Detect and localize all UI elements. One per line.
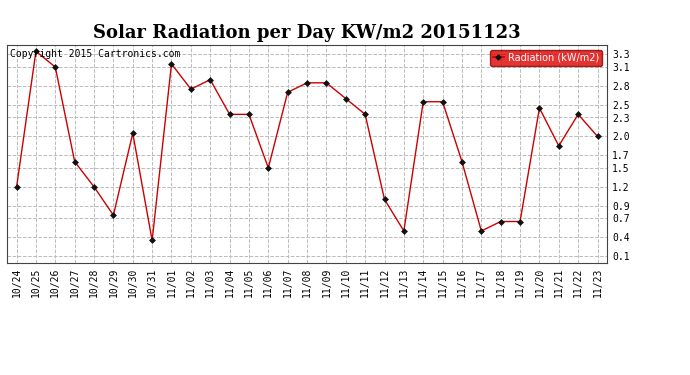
Text: Copyright 2015 Cartronics.com: Copyright 2015 Cartronics.com (10, 50, 180, 59)
Title: Solar Radiation per Day KW/m2 20151123: Solar Radiation per Day KW/m2 20151123 (93, 24, 521, 42)
Legend: Radiation (kW/m2): Radiation (kW/m2) (490, 50, 602, 66)
